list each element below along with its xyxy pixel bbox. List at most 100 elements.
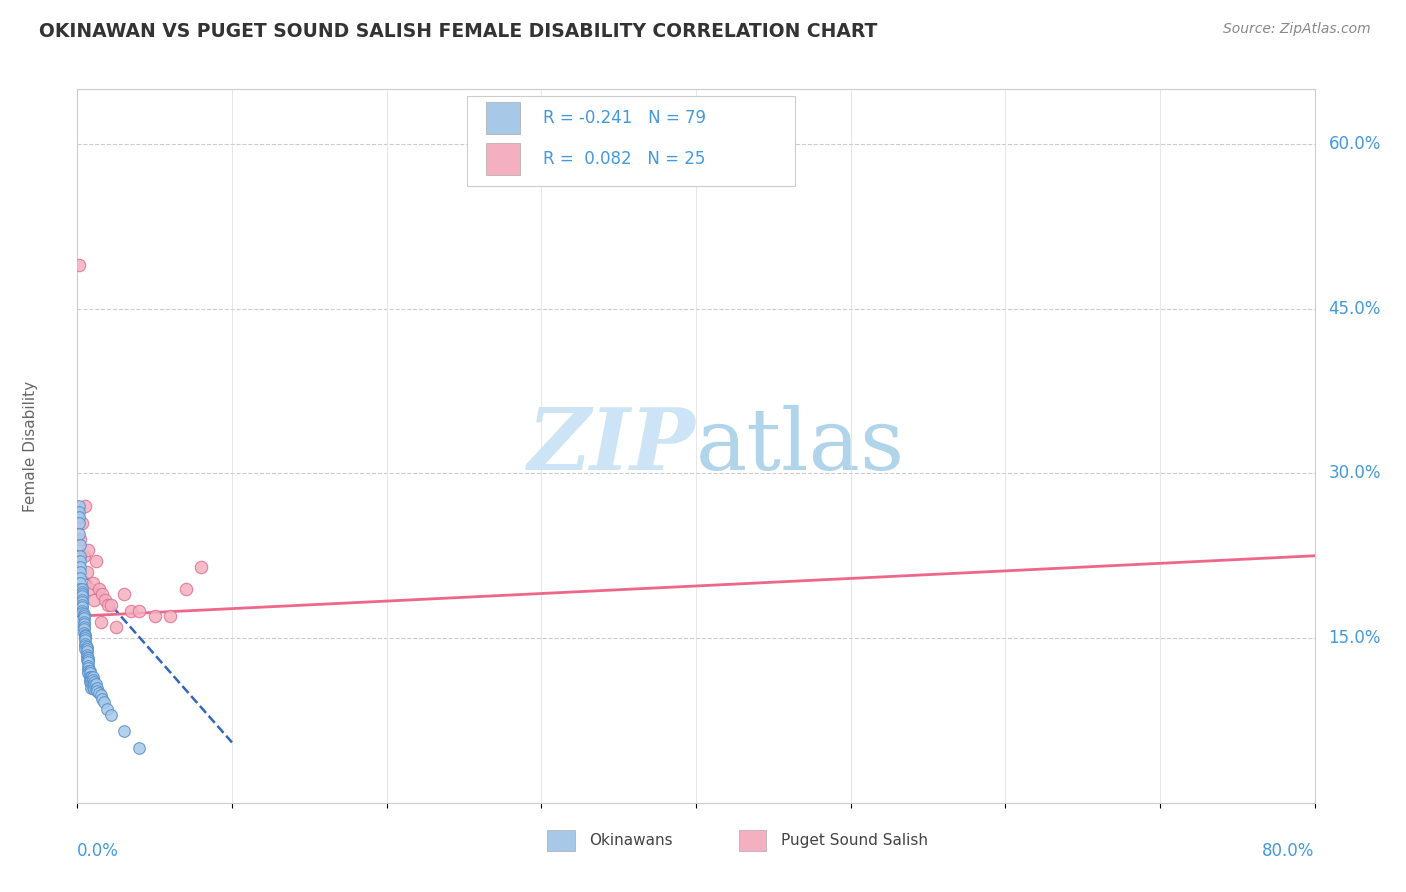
Point [75, 637, 96, 651]
Point [67, 516, 90, 530]
Point [82, 681, 104, 695]
Point [79, 669, 101, 683]
Point [67, 505, 90, 519]
Point [75, 642, 96, 657]
Point [90, 688, 111, 702]
Point [72, 607, 94, 621]
Point [94, 592, 117, 607]
Point [79, 673, 101, 687]
Text: atlas: atlas [696, 404, 905, 488]
Point [67, 258, 90, 272]
Point [69, 566, 91, 580]
Point [67, 526, 90, 541]
Point [79, 664, 101, 678]
Point [77, 653, 100, 667]
Point [77, 661, 100, 675]
Point [112, 587, 135, 601]
Point [69, 549, 91, 563]
Point [80, 677, 103, 691]
Text: Puget Sound Salish: Puget Sound Salish [782, 833, 928, 848]
Point [72, 549, 94, 563]
Point [84, 554, 107, 568]
FancyBboxPatch shape [485, 102, 520, 134]
Point [83, 681, 105, 696]
Point [69, 582, 91, 596]
Point [80, 669, 103, 683]
Point [69, 533, 91, 547]
Point [76, 642, 98, 657]
Text: 60.0%: 60.0% [1329, 135, 1381, 153]
Point [91, 691, 114, 706]
Point [86, 681, 108, 695]
Point [72, 611, 94, 625]
FancyBboxPatch shape [547, 830, 575, 851]
Point [100, 598, 122, 612]
Point [69, 576, 91, 591]
Text: R = -0.241   N = 79: R = -0.241 N = 79 [543, 109, 706, 127]
Point [70, 592, 93, 607]
Point [91, 587, 114, 601]
Point [70, 595, 93, 609]
Point [79, 675, 101, 690]
Point [75, 629, 96, 643]
Text: OKINAWAN VS PUGET SOUND SALISH FEMALE DISABILITY CORRELATION CHART: OKINAWAN VS PUGET SOUND SALISH FEMALE DI… [39, 22, 877, 41]
Point [83, 592, 105, 607]
Point [80, 681, 103, 695]
Text: 30.0%: 30.0% [1329, 465, 1381, 483]
Point [87, 582, 110, 596]
Point [70, 585, 93, 599]
Point [100, 708, 122, 723]
Point [70, 598, 93, 612]
Point [87, 686, 110, 700]
Point [70, 516, 93, 530]
Point [69, 559, 91, 574]
Point [69, 554, 91, 568]
Text: 80.0%: 80.0% [1263, 842, 1315, 860]
Point [76, 648, 98, 662]
Point [80, 673, 103, 687]
Point [112, 724, 135, 739]
Point [82, 673, 104, 687]
Point [67, 510, 90, 524]
Text: 45.0%: 45.0% [1329, 300, 1381, 318]
Point [72, 625, 94, 640]
Point [90, 615, 111, 629]
Point [72, 620, 94, 634]
Point [76, 653, 98, 667]
Point [77, 651, 100, 665]
Point [82, 677, 104, 691]
Point [128, 740, 150, 755]
Point [143, 609, 166, 624]
FancyBboxPatch shape [467, 96, 794, 186]
FancyBboxPatch shape [485, 143, 520, 175]
FancyBboxPatch shape [740, 830, 766, 851]
Point [128, 604, 150, 618]
Point [84, 677, 107, 691]
Text: Female Disability: Female Disability [22, 380, 38, 512]
Point [96, 702, 118, 716]
Point [83, 675, 105, 690]
Text: ZIP: ZIP [529, 404, 696, 488]
Point [72, 615, 94, 629]
Point [77, 666, 100, 681]
Point [70, 600, 93, 615]
Point [72, 609, 94, 624]
Point [67, 500, 90, 514]
Point [75, 631, 96, 645]
Point [105, 620, 127, 634]
Point [83, 678, 105, 692]
Point [159, 609, 181, 624]
Text: Source: ZipAtlas.com: Source: ZipAtlas.com [1223, 22, 1371, 37]
Text: Okinawans: Okinawans [589, 833, 673, 848]
Point [69, 538, 91, 552]
Point [97, 598, 120, 612]
Point [82, 669, 104, 683]
Text: 0.0%: 0.0% [77, 842, 120, 860]
Point [79, 666, 101, 681]
Point [77, 655, 100, 669]
Point [70, 604, 93, 618]
Point [75, 639, 96, 653]
Point [77, 543, 100, 558]
Point [72, 623, 94, 637]
Point [79, 582, 101, 596]
